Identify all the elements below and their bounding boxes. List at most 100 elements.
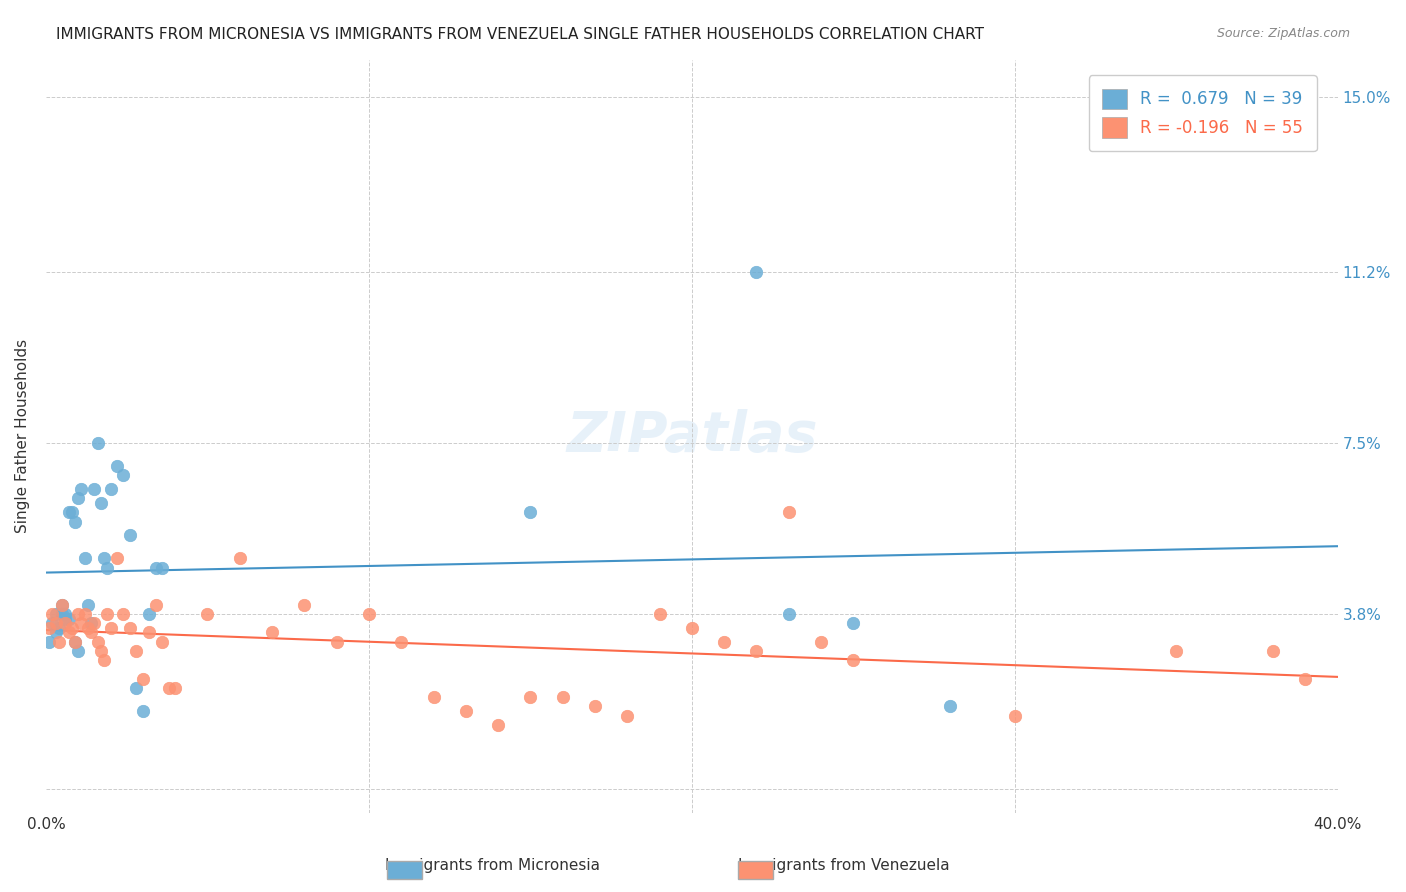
Point bbox=[713, 634, 735, 648]
Point bbox=[229, 551, 252, 566]
Point bbox=[67, 607, 90, 621]
Point bbox=[63, 515, 86, 529]
Point bbox=[260, 625, 283, 640]
Point bbox=[73, 607, 96, 621]
Point bbox=[53, 611, 76, 625]
Y-axis label: Single Father Households: Single Father Households bbox=[15, 339, 30, 533]
Point bbox=[80, 625, 103, 640]
Point bbox=[41, 616, 63, 631]
Point bbox=[86, 634, 108, 648]
Point bbox=[96, 607, 118, 621]
Point bbox=[58, 625, 80, 640]
Point bbox=[810, 634, 832, 648]
Point bbox=[93, 551, 115, 566]
Point bbox=[157, 681, 180, 695]
Point bbox=[67, 644, 90, 658]
Point bbox=[51, 598, 73, 612]
Point bbox=[1166, 644, 1188, 658]
Point bbox=[83, 616, 105, 631]
Point bbox=[48, 621, 70, 635]
Point bbox=[939, 699, 962, 714]
Point bbox=[389, 634, 412, 648]
Point bbox=[1263, 644, 1285, 658]
Point bbox=[90, 496, 112, 510]
Point bbox=[51, 607, 73, 621]
Point bbox=[519, 505, 541, 519]
Point bbox=[145, 598, 167, 612]
Point bbox=[1294, 672, 1316, 686]
Point bbox=[96, 560, 118, 574]
Point bbox=[100, 621, 122, 635]
Point bbox=[165, 681, 187, 695]
Point bbox=[422, 690, 444, 704]
Point bbox=[58, 611, 80, 625]
Point bbox=[325, 634, 347, 648]
Point bbox=[60, 621, 83, 635]
Point bbox=[145, 560, 167, 574]
Point bbox=[357, 607, 380, 621]
Text: Immigrants from Micronesia: Immigrants from Micronesia bbox=[385, 858, 599, 872]
Point bbox=[53, 616, 76, 631]
Legend: R =  0.679   N = 39, R = -0.196   N = 55: R = 0.679 N = 39, R = -0.196 N = 55 bbox=[1088, 76, 1316, 151]
Point bbox=[67, 491, 90, 506]
Point bbox=[105, 551, 128, 566]
Point bbox=[1004, 708, 1026, 723]
Point bbox=[292, 598, 315, 612]
Point bbox=[138, 625, 160, 640]
Text: Source: ZipAtlas.com: Source: ZipAtlas.com bbox=[1216, 27, 1350, 40]
Point bbox=[745, 644, 768, 658]
Point bbox=[486, 718, 509, 732]
Point bbox=[45, 607, 67, 621]
Point bbox=[138, 607, 160, 621]
Point bbox=[105, 459, 128, 474]
Point bbox=[132, 672, 155, 686]
Text: ZIPatlas: ZIPatlas bbox=[567, 409, 818, 463]
Point bbox=[616, 708, 638, 723]
Point bbox=[778, 607, 800, 621]
Point bbox=[77, 598, 100, 612]
Point bbox=[48, 634, 70, 648]
Point bbox=[125, 644, 148, 658]
Point bbox=[83, 482, 105, 496]
Text: IMMIGRANTS FROM MICRONESIA VS IMMIGRANTS FROM VENEZUELA SINGLE FATHER HOUSEHOLDS: IMMIGRANTS FROM MICRONESIA VS IMMIGRANTS… bbox=[56, 27, 984, 42]
Point bbox=[842, 616, 865, 631]
Point bbox=[63, 634, 86, 648]
Point bbox=[519, 690, 541, 704]
Point bbox=[454, 704, 477, 718]
Point bbox=[80, 616, 103, 631]
Point bbox=[112, 607, 135, 621]
Point bbox=[90, 644, 112, 658]
Point bbox=[45, 625, 67, 640]
Point bbox=[745, 265, 768, 279]
Point bbox=[132, 704, 155, 718]
Point bbox=[38, 621, 60, 635]
Point bbox=[197, 607, 219, 621]
Point bbox=[648, 607, 671, 621]
Point bbox=[73, 551, 96, 566]
Text: Immigrants from Venezuela: Immigrants from Venezuela bbox=[738, 858, 949, 872]
Point bbox=[70, 482, 93, 496]
Point bbox=[583, 699, 606, 714]
Point bbox=[112, 468, 135, 483]
Point bbox=[70, 616, 93, 631]
Point bbox=[842, 653, 865, 667]
Point bbox=[118, 528, 141, 542]
Point bbox=[100, 482, 122, 496]
Point bbox=[125, 681, 148, 695]
Point bbox=[45, 616, 67, 631]
Point bbox=[51, 598, 73, 612]
Point bbox=[77, 621, 100, 635]
Point bbox=[681, 621, 703, 635]
Point bbox=[58, 505, 80, 519]
Point bbox=[778, 505, 800, 519]
Point bbox=[63, 634, 86, 648]
Point bbox=[53, 607, 76, 621]
Point bbox=[86, 436, 108, 450]
Point bbox=[41, 607, 63, 621]
Point bbox=[38, 634, 60, 648]
Point bbox=[118, 621, 141, 635]
Point bbox=[150, 634, 173, 648]
Point bbox=[551, 690, 574, 704]
Point bbox=[150, 560, 173, 574]
Point bbox=[60, 505, 83, 519]
